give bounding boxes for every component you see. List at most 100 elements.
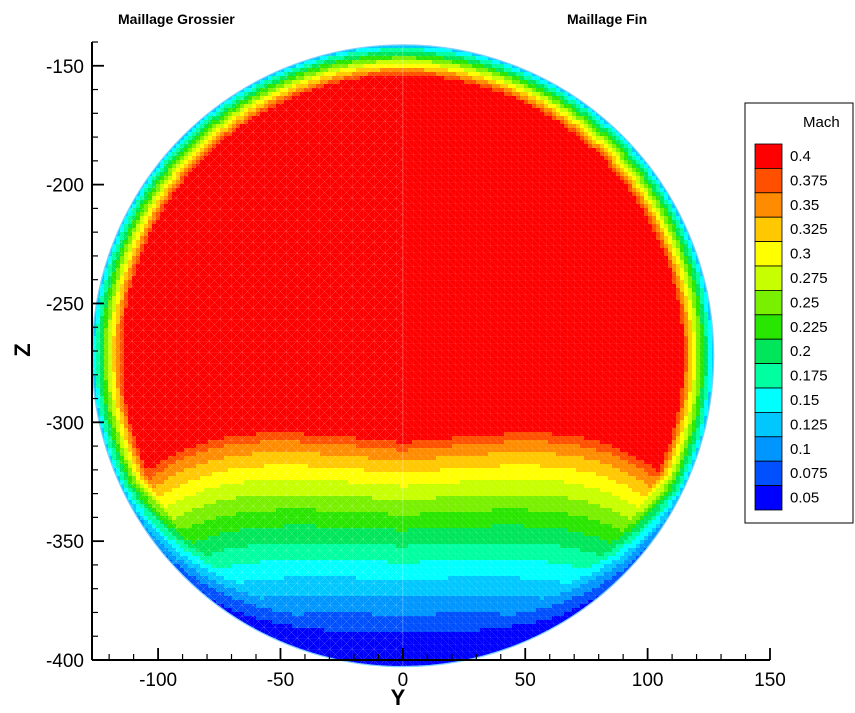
field-cell	[168, 44, 173, 49]
field-cell	[256, 56, 261, 61]
field-cell	[636, 72, 641, 77]
field-cell	[604, 72, 609, 77]
field-cell	[584, 80, 589, 85]
field-cell	[180, 64, 185, 69]
field-cell	[132, 136, 137, 141]
field-cell	[636, 80, 641, 85]
field-cell	[168, 140, 173, 145]
field-cell	[124, 160, 129, 165]
field-cell	[696, 112, 701, 117]
field-cell	[672, 52, 677, 57]
field-cell	[104, 172, 109, 177]
field-cell	[100, 132, 105, 137]
field-cell	[680, 156, 685, 161]
field-cell	[604, 100, 609, 105]
field-cell	[324, 44, 329, 49]
field-cell	[168, 72, 173, 77]
field-cell	[588, 68, 593, 73]
field-cell	[124, 48, 129, 53]
field-cell	[116, 108, 121, 113]
field-cell	[644, 96, 649, 101]
field-cell	[688, 148, 693, 153]
field-cell	[272, 56, 277, 61]
field-cell	[640, 108, 645, 113]
field-cell	[684, 48, 689, 53]
field-cell	[216, 52, 221, 57]
field-cell	[236, 48, 241, 53]
field-cell	[652, 144, 657, 149]
field-cell	[696, 124, 701, 129]
field-cell	[180, 48, 185, 53]
field-cell	[148, 128, 153, 133]
field-cell	[100, 172, 105, 177]
field-cell	[220, 72, 225, 77]
field-cell	[180, 88, 185, 93]
field-cell	[668, 48, 673, 53]
field-cell	[120, 152, 125, 157]
field-cell	[628, 80, 633, 85]
field-cell	[636, 144, 641, 149]
field-cell	[128, 156, 133, 161]
field-cell	[652, 72, 657, 77]
field-cell	[548, 48, 553, 53]
field-cell	[164, 112, 169, 117]
field-cell	[148, 156, 153, 161]
field-cell	[124, 44, 129, 49]
field-cell	[660, 60, 665, 65]
field-cell	[108, 80, 113, 85]
field-cell	[176, 128, 181, 133]
field-cell	[528, 60, 533, 65]
field-cell	[708, 100, 713, 105]
field-cell	[556, 76, 561, 81]
field-cell	[708, 160, 713, 165]
field-cell	[168, 112, 173, 117]
field-cell	[160, 112, 165, 117]
field-cell	[564, 84, 569, 89]
field-cell	[128, 136, 133, 141]
field-cell	[668, 168, 673, 173]
field-cell	[664, 148, 669, 153]
field-cell	[620, 104, 625, 109]
field-cell	[560, 80, 565, 85]
field-cell	[140, 64, 145, 69]
field-cell	[672, 92, 677, 97]
field-cell	[700, 52, 705, 57]
field-cell	[624, 56, 629, 61]
field-cell	[184, 92, 189, 97]
field-cell	[172, 128, 177, 133]
field-cell	[108, 104, 113, 109]
field-cell	[208, 44, 213, 49]
field-cell	[568, 48, 573, 53]
field-cell	[188, 112, 193, 117]
field-cell	[680, 72, 685, 77]
field-cell	[460, 44, 465, 49]
field-cell	[168, 124, 173, 129]
field-cell	[580, 88, 585, 93]
field-cell	[104, 56, 109, 61]
field-cell	[180, 116, 185, 121]
field-cell	[504, 52, 509, 57]
field-cell	[584, 48, 589, 53]
field-cell	[132, 148, 137, 153]
field-cell	[136, 104, 141, 109]
field-cell	[168, 76, 173, 81]
field-cell	[596, 68, 601, 73]
field-cell	[584, 60, 589, 65]
field-cell	[544, 44, 549, 49]
field-cell	[120, 164, 125, 169]
field-cell	[564, 44, 569, 49]
field-cell	[192, 60, 197, 65]
field-cell	[196, 48, 201, 53]
field-cell	[664, 64, 669, 69]
field-cell	[696, 108, 701, 113]
field-cell	[668, 160, 673, 165]
field-cell	[684, 96, 689, 101]
field-cell	[100, 108, 105, 113]
field-cell	[96, 60, 101, 65]
field-cell	[132, 140, 137, 145]
field-cell	[700, 48, 705, 53]
field-cell	[684, 60, 689, 65]
field-cell	[120, 52, 125, 57]
field-cell	[708, 148, 713, 153]
field-cell	[652, 76, 657, 81]
